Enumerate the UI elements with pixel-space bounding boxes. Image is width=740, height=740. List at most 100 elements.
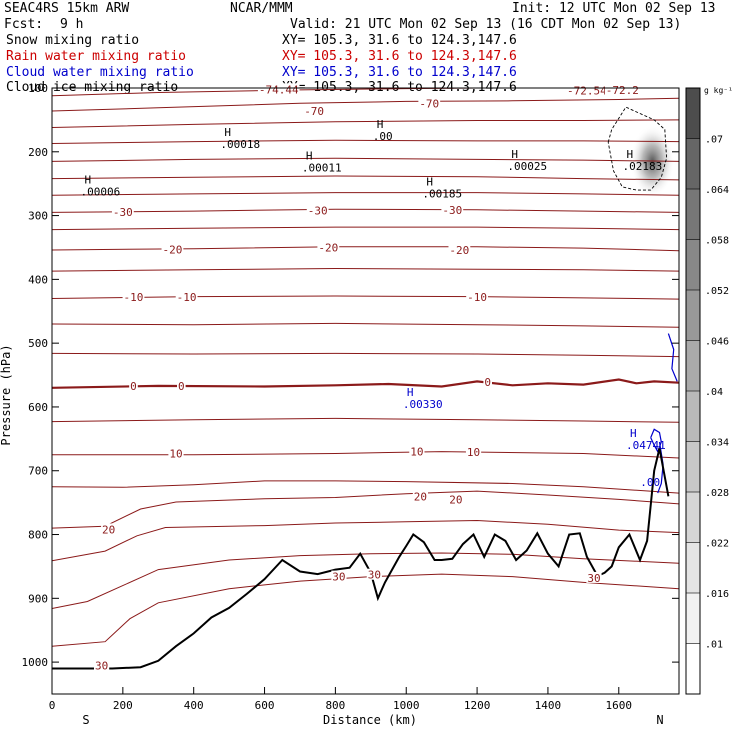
contour-label-bg-17 (168, 447, 184, 459)
y-tick-label-9: 1000 (22, 656, 49, 669)
field-xy-rain: XY= 105.3, 31.6 to 124.3,147.6 (282, 49, 517, 64)
extreme-value-0: .00018 (220, 138, 260, 151)
contour-label-bg-5 (111, 205, 134, 217)
contour-label-9: -20 (318, 241, 338, 254)
temperature-contour-3 (52, 139, 679, 144)
field-xy-snow: XY= 105.3, 31.6 to 124.3,147.6 (282, 33, 517, 48)
contour-label-21: 20 (449, 493, 462, 506)
temperature-contour-9 (52, 246, 679, 252)
extreme-mark-5: H (85, 173, 92, 186)
y-tick-label-6: 700 (28, 465, 48, 478)
colorbar-tick-label-3: .028 (705, 488, 729, 499)
contour-label-22: 20 (102, 523, 115, 536)
y-axis-title: Pressure (hPa) (0, 344, 13, 445)
temperature-contour-16 (52, 451, 679, 459)
contour-label-19: 10 (467, 446, 480, 459)
extreme-value-7: .00330 (403, 398, 443, 411)
contour-label-24: 30 (368, 569, 381, 582)
contour-labels: -74.44 -70 -70 -72.54-72.2 -30 -30 -30 -20 -20 -2… (93, 83, 640, 672)
temperature-contour-2 (52, 119, 679, 128)
colorbar-cell-6 (686, 340, 700, 391)
colorbar-cell-8 (686, 239, 700, 290)
y-tick-label-5: 600 (28, 401, 48, 414)
plot-frame (51, 87, 680, 695)
contour-label-bg-7 (441, 203, 464, 215)
extreme-value-8: .04741 (626, 439, 666, 452)
contour-label-4: -72.2 (606, 84, 639, 97)
colorbar-cell-11 (686, 88, 700, 139)
contour-label-7: -30 (442, 204, 462, 217)
contour-label-bg-14 (129, 379, 138, 391)
contour-label-23: 30 (332, 571, 345, 584)
y-tick-label-0: 100 (28, 82, 48, 95)
temperature-contour-14 (52, 378, 679, 389)
contour-label-bg-6 (306, 204, 329, 216)
temperature-contour-8 (52, 226, 679, 231)
contour-label-bg-3 (566, 84, 608, 96)
contour-label-26: 30 (95, 659, 108, 672)
extreme-value-1: .00 (373, 130, 393, 143)
colorbar-unit: g kg⁻¹ (704, 86, 733, 95)
temperature-contour-4 (52, 157, 679, 162)
contour-label-bg-15 (176, 379, 186, 391)
contour-label-bg-2 (418, 97, 441, 109)
field-label-rain: Rain water mixing ratio (6, 49, 187, 64)
contour-label-18: 10 (410, 446, 423, 459)
extreme-value-2: .00011 (302, 162, 342, 175)
temperature-contour-18 (52, 490, 679, 529)
field-label-cloud-water: Cloud water mixing ratio (6, 65, 194, 80)
colorbar-cell-5 (686, 391, 700, 442)
contour-label-5: -30 (113, 206, 133, 219)
contour-label-8: -20 (163, 243, 183, 256)
contour-label-10: -20 (449, 244, 469, 257)
y-tick-label-2: 300 (28, 210, 48, 223)
contour-label-bg-18 (409, 445, 425, 457)
colorbar-tick-label-4: .034 (705, 438, 729, 449)
colorbar-tick-label-8: .058 (705, 236, 729, 247)
terrain-line (52, 448, 670, 670)
colorbar-tick-label-10: .07 (705, 135, 723, 146)
contour-label-bg-26 (93, 659, 110, 671)
extreme-value-5: .00006 (81, 185, 121, 198)
x-tick-label-1: 200 (113, 699, 133, 712)
x-tick-label-2: 400 (184, 699, 204, 712)
x-tick-label-6: 1200 (464, 699, 491, 712)
contour-label-2: -70 (419, 97, 439, 110)
contour-label-11: -10 (124, 291, 144, 304)
contour-label-14: 0 (130, 380, 137, 393)
field-xy-cloud-water: XY= 105.3, 31.6 to 124.3,147.6 (282, 65, 517, 80)
temperature-contour-19 (52, 519, 679, 562)
contour-label-25: 30 (587, 572, 600, 585)
contour-label-bg-24 (366, 568, 382, 580)
extreme-value-3: .00025 (507, 160, 547, 173)
forecast-hour: 9 h (60, 17, 84, 32)
contour-label-12: -10 (177, 291, 197, 304)
contour-label-16: 0 (484, 376, 491, 389)
temperature-contour-0 (52, 88, 506, 97)
cloud-water-contour-1 (650, 428, 662, 454)
x-tick-label-3: 600 (255, 699, 275, 712)
extreme-mark-7: H (407, 386, 414, 399)
temperature-contour-13 (52, 352, 679, 358)
colorbar-tick-label-1: .016 (705, 589, 729, 600)
contour-label-1: -70 (304, 105, 324, 118)
center-name: NCAR/MMM (230, 1, 293, 16)
colorbar-cell-9 (686, 189, 700, 240)
contour-label-bg-10 (448, 244, 471, 256)
y-tick-label-1: 200 (28, 146, 48, 159)
contour-label-bg-25 (586, 571, 602, 583)
x-axis-title: Distance (km) (323, 713, 417, 727)
extreme-value-6: .00185 (422, 187, 462, 200)
extreme-markers: H.00018H.00H.00011H.00025H.02183H.00006H… (81, 118, 666, 489)
colorbar-tick-label-6: .046 (705, 337, 729, 348)
contour-label-bg-11 (122, 291, 145, 303)
temperature-contour-12 (52, 322, 679, 328)
contour-label-bg-4 (604, 83, 640, 95)
extreme-mark-8: H (630, 427, 637, 440)
colorbar-cell-3 (686, 492, 700, 543)
colorbar-tick-label-2: .022 (705, 539, 729, 550)
temperature-contour-17 (52, 480, 679, 494)
colorbar-cell-10 (686, 138, 700, 189)
contour-label-bg-0 (257, 83, 300, 95)
